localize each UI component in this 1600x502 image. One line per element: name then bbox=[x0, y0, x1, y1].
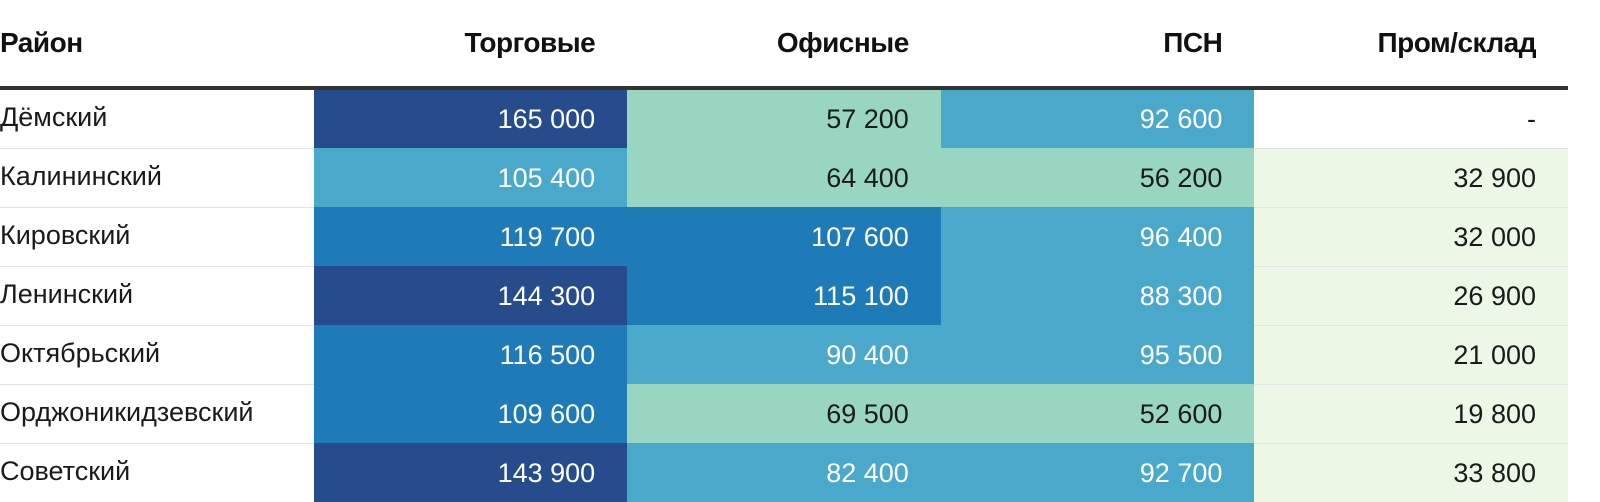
row-label: Советский bbox=[0, 444, 314, 502]
value-cell: 57 200 bbox=[627, 88, 941, 149]
value-cell: 64 400 bbox=[627, 149, 941, 208]
value-cell: 32 000 bbox=[1254, 208, 1568, 267]
value-cell: 56 200 bbox=[941, 149, 1255, 208]
value-cell: 96 400 bbox=[941, 208, 1255, 267]
column-header: ПСН bbox=[941, 0, 1255, 88]
value-cell: 21 000 bbox=[1254, 326, 1568, 385]
value-cell: 52 600 bbox=[941, 385, 1255, 444]
value-cell: 165 000 bbox=[314, 88, 628, 149]
column-header: Торговые bbox=[314, 0, 628, 88]
value-cell: 115 100 bbox=[627, 267, 941, 326]
value-cell: 90 400 bbox=[627, 326, 941, 385]
value-cell: 92 700 bbox=[941, 444, 1255, 502]
value-cell: 88 300 bbox=[941, 267, 1255, 326]
column-header: Офисные bbox=[627, 0, 941, 88]
row-label: Октябрьский bbox=[0, 326, 314, 385]
row-label: Орджоникидзевский bbox=[0, 385, 314, 444]
value-cell: 109 600 bbox=[314, 385, 628, 444]
value-cell: 32 900 bbox=[1254, 149, 1568, 208]
column-header: Район bbox=[0, 0, 314, 88]
column-header: Пром/склад bbox=[1254, 0, 1568, 88]
value-cell: - bbox=[1254, 88, 1568, 149]
value-cell: 95 500 bbox=[941, 326, 1255, 385]
value-cell: 105 400 bbox=[314, 149, 628, 208]
row-label: Дёмский bbox=[0, 88, 314, 149]
value-cell: 19 800 bbox=[1254, 385, 1568, 444]
row-label: Кировский bbox=[0, 208, 314, 267]
value-cell: 143 900 bbox=[314, 444, 628, 502]
row-label: Ленинский bbox=[0, 267, 314, 326]
value-cell: 69 500 bbox=[627, 385, 941, 444]
value-cell: 92 600 bbox=[941, 88, 1255, 149]
value-cell: 116 500 bbox=[314, 326, 628, 385]
value-cell: 144 300 bbox=[314, 267, 628, 326]
value-cell: 26 900 bbox=[1254, 267, 1568, 326]
value-cell: 82 400 bbox=[627, 444, 941, 502]
value-cell: 33 800 bbox=[1254, 444, 1568, 502]
value-cell: 107 600 bbox=[627, 208, 941, 267]
row-label: Калининский bbox=[0, 149, 314, 208]
value-cell: 119 700 bbox=[314, 208, 628, 267]
